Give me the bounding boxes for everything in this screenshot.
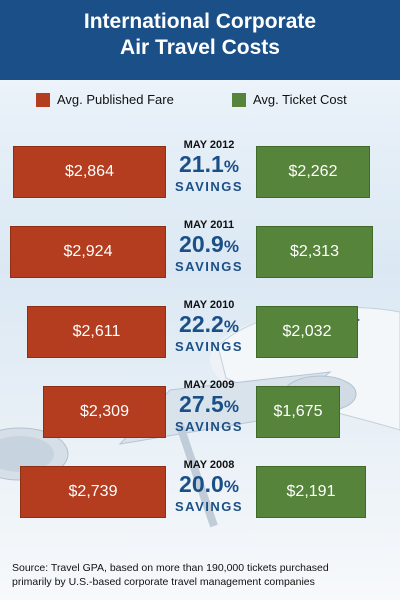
fare-bar: $2,739	[20, 466, 166, 518]
savings-value: 22.2	[179, 311, 224, 337]
legend-item-ticket: Avg. Ticket Cost	[232, 92, 347, 107]
period-label: MAY 2009	[183, 379, 235, 391]
fare-bar: $2,924	[10, 226, 166, 278]
savings-value: 20.0	[179, 471, 224, 497]
ticket-bar: $2,313	[256, 226, 373, 278]
period-label: MAY 2011	[183, 219, 235, 231]
savings-block: MAY 2010 22.2% SAVINGS	[161, 298, 257, 354]
period-label: MAY 2010	[183, 299, 235, 311]
savings-percent: 22.2%	[161, 312, 257, 339]
legend-label-ticket: Avg. Ticket Cost	[253, 92, 347, 107]
legend-swatch-ticket	[232, 92, 246, 107]
legend: Avg. Published Fare Avg. Ticket Cost	[0, 90, 400, 112]
fare-bar: $2,611	[27, 306, 166, 358]
ticket-bar: $1,675	[256, 386, 340, 438]
savings-word: SAVINGS	[174, 419, 244, 434]
savings-percent: 20.9%	[161, 232, 257, 259]
ticket-bar: $2,032	[256, 306, 358, 358]
period-label: MAY 2012	[183, 139, 235, 151]
savings-word: SAVINGS	[174, 179, 244, 194]
title-line-2: Air Travel Costs	[120, 36, 280, 59]
chart-row: $2,309 $1,675 MAY 2009 27.5% SAVINGS	[0, 379, 400, 438]
savings-value: 27.5	[179, 391, 224, 417]
savings-block: MAY 2012 21.1% SAVINGS	[161, 138, 257, 194]
period-label: MAY 2008	[183, 459, 235, 471]
savings-word: SAVINGS	[174, 339, 244, 354]
savings-word: SAVINGS	[174, 259, 244, 274]
savings-percent: 20.0%	[161, 472, 257, 499]
savings-block: MAY 2011 20.9% SAVINGS	[161, 218, 257, 274]
title-line-1: International Corporate	[83, 10, 317, 33]
percent-sign: %	[223, 397, 239, 416]
savings-value: 21.1	[179, 151, 224, 177]
chart-row: $2,611 $2,032 MAY 2010 22.2% SAVINGS	[0, 299, 400, 358]
savings-word: SAVINGS	[174, 499, 244, 514]
savings-value: 20.9	[179, 231, 224, 257]
legend-item-fare: Avg. Published Fare	[36, 92, 174, 107]
savings-block: MAY 2008 20.0% SAVINGS	[161, 458, 257, 514]
savings-percent: 27.5%	[161, 392, 257, 419]
ticket-bar: $2,191	[256, 466, 366, 518]
legend-label-fare: Avg. Published Fare	[57, 92, 174, 107]
chart-row: $2,924 $2,313 MAY 2011 20.9% SAVINGS	[0, 219, 400, 278]
savings-block: MAY 2009 27.5% SAVINGS	[161, 378, 257, 434]
savings-percent: 21.1%	[161, 152, 257, 179]
percent-sign: %	[223, 477, 239, 496]
percent-sign: %	[223, 157, 239, 176]
source-line-1: Source: Travel GPA, based on more than 1…	[12, 562, 329, 574]
legend-swatch-fare	[36, 92, 50, 107]
chart-row: $2,864 $2,262 MAY 2012 21.1% SAVINGS	[0, 139, 400, 198]
source-line-2: primarily by U.S.-based corporate travel…	[12, 576, 315, 588]
percent-sign: %	[223, 237, 239, 256]
percent-sign: %	[223, 317, 239, 336]
ticket-bar: $2,262	[256, 146, 370, 198]
header-banner: International Corporate Air Travel Costs	[0, 0, 400, 80]
chart-row: $2,739 $2,191 MAY 2008 20.0% SAVINGS	[0, 459, 400, 518]
fare-bar: $2,864	[13, 146, 166, 198]
fare-bar: $2,309	[43, 386, 166, 438]
source-note: Source: Travel GPA, based on more than 1…	[12, 561, 392, 589]
